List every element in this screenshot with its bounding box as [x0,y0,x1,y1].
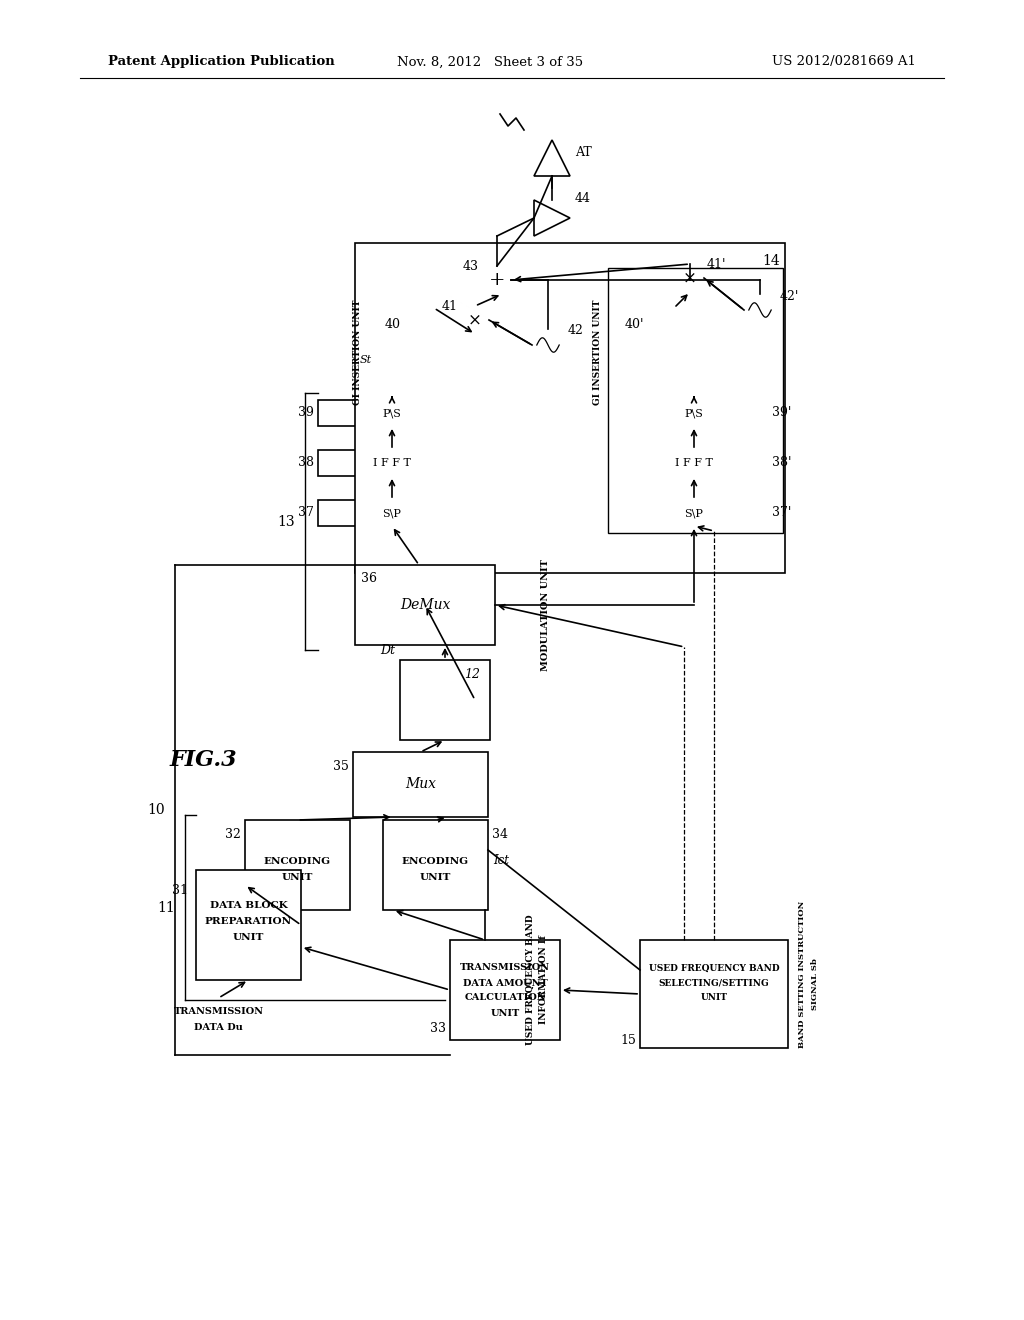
Text: 38': 38' [772,457,792,470]
Bar [383,820,488,909]
Bar [353,752,488,817]
Text: 42: 42 [568,325,584,338]
Text: 41': 41' [707,257,726,271]
Text: SELECTING/SETTING: SELECTING/SETTING [658,978,769,987]
Text: 32: 32 [225,828,241,841]
Bar [608,268,783,533]
Text: I F F T: I F F T [373,458,411,469]
Circle shape [676,264,705,292]
Text: S\P: S\P [685,508,703,517]
Text: P\S: P\S [383,408,401,418]
Text: USED FREQUENCY BAND: USED FREQUENCY BAND [648,964,779,973]
Text: DATA AMOUNT: DATA AMOUNT [463,978,548,987]
Text: 39': 39' [772,407,792,420]
Bar [318,400,466,426]
Bar [196,870,301,979]
Text: Dt: Dt [380,644,395,656]
Bar [318,450,466,477]
Text: ENCODING: ENCODING [264,858,331,866]
Text: 37: 37 [298,507,314,520]
Text: 33: 33 [430,1022,446,1035]
Text: 14: 14 [762,253,780,268]
Text: MODULATION UNIT: MODULATION UNIT [541,560,550,671]
Bar [355,243,785,573]
Text: 10: 10 [147,803,165,817]
Text: UNIT: UNIT [282,874,313,883]
Bar [400,660,490,741]
Bar [318,500,466,525]
Text: ×: × [683,269,697,286]
Text: Patent Application Publication: Patent Application Publication [108,55,335,69]
Text: CALCULATION: CALCULATION [464,994,546,1002]
Text: Mux: Mux [406,777,436,792]
Text: UNIT: UNIT [490,1008,519,1018]
Text: 37': 37' [772,507,792,520]
Text: I F F T: I F F T [675,458,713,469]
Text: TRANSMISSION: TRANSMISSION [460,964,550,973]
Text: 39: 39 [298,407,314,420]
Text: TRANSMISSION: TRANSMISSION [173,1007,263,1016]
Text: FIG.3: FIG.3 [170,748,238,771]
Bar [380,308,488,396]
Text: P\S: P\S [685,408,703,418]
Text: 36: 36 [361,573,377,586]
Circle shape [744,294,776,326]
Text: 40': 40' [625,318,644,330]
Bar [620,450,768,477]
Text: 35: 35 [333,759,349,772]
Circle shape [532,329,564,360]
Text: PREPARATION: PREPARATION [205,917,292,927]
Text: 12: 12 [464,668,480,681]
Text: USED FREQUENCY BAND: USED FREQUENCY BAND [525,915,535,1045]
Text: S\P: S\P [383,508,401,517]
Text: UNIT: UNIT [700,994,727,1002]
Bar [620,308,728,396]
Text: AT: AT [575,147,592,160]
Text: St: St [359,355,372,366]
Text: Ict: Ict [493,854,509,866]
Text: 43: 43 [463,260,479,272]
Bar [620,400,768,426]
Text: ENCODING: ENCODING [402,858,469,866]
Circle shape [483,267,511,294]
Text: UNIT: UNIT [232,933,264,942]
Bar [620,500,768,525]
Text: SIGNAL Sb: SIGNAL Sb [811,958,819,1010]
Text: DeMux: DeMux [399,598,451,612]
Text: GI INSERTION UNIT: GI INSERTION UNIT [353,300,362,405]
Text: 34: 34 [492,828,508,841]
Text: UNIT: UNIT [420,874,452,883]
Text: Nov. 8, 2012   Sheet 3 of 35: Nov. 8, 2012 Sheet 3 of 35 [397,55,583,69]
Text: 40: 40 [385,318,401,330]
Text: +: + [488,271,505,289]
Bar [355,565,495,645]
Text: 13: 13 [278,515,295,528]
Text: INFORMATION If: INFORMATION If [539,936,548,1024]
Text: 44: 44 [575,191,591,205]
Text: DATA BLOCK: DATA BLOCK [210,902,288,911]
Text: 42': 42' [780,289,800,302]
Text: ×: × [468,312,482,329]
Text: GI INSERTION UNIT: GI INSERTION UNIT [594,300,602,405]
Circle shape [461,306,489,334]
Bar [245,820,350,909]
Text: 15: 15 [621,1034,636,1047]
Text: 31: 31 [172,883,188,896]
Text: 38: 38 [298,457,314,470]
Text: US 2012/0281669 A1: US 2012/0281669 A1 [772,55,916,69]
Text: BAND SETTING INSTRUCTION: BAND SETTING INSTRUCTION [798,900,806,1048]
Text: 11: 11 [158,900,175,915]
Bar [450,940,560,1040]
Text: DATA Du: DATA Du [195,1023,243,1031]
Text: 41: 41 [442,300,458,313]
Bar [640,940,788,1048]
